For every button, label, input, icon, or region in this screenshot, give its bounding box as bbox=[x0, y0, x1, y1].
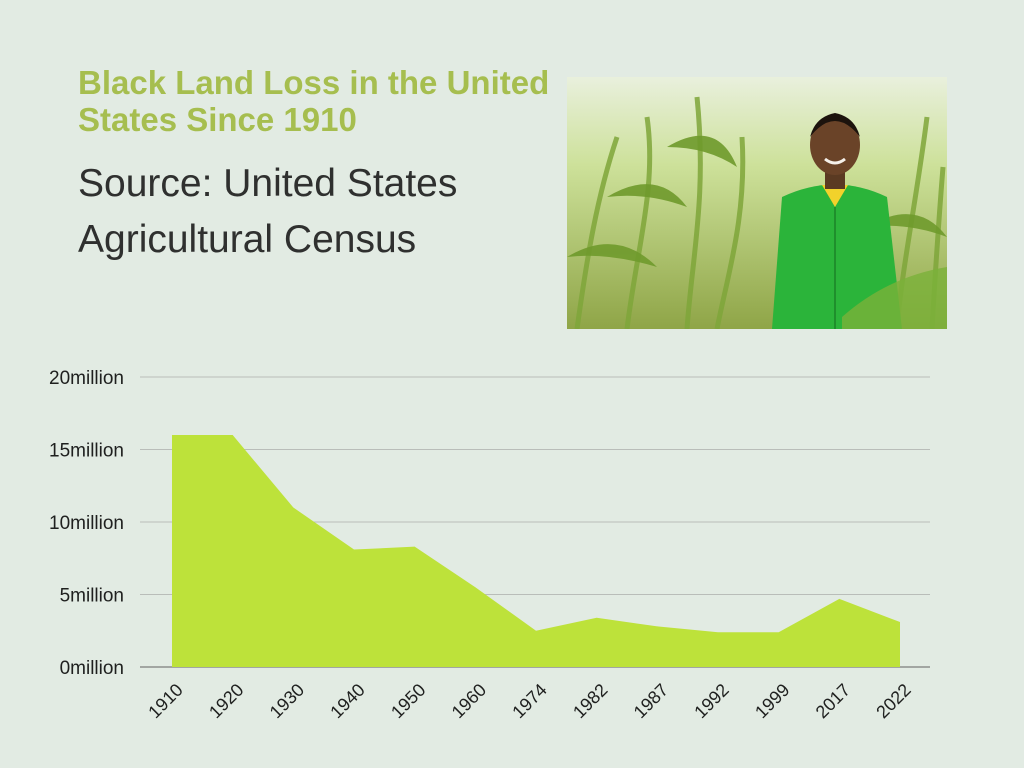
farmer-photo bbox=[567, 77, 947, 329]
x-tick-label: 1974 bbox=[508, 680, 550, 722]
x-tick-label: 2022 bbox=[872, 680, 914, 722]
y-tick-label: 5million bbox=[60, 586, 124, 607]
x-tick-label: 1950 bbox=[387, 680, 429, 722]
x-tick-label: 2017 bbox=[812, 680, 854, 722]
y-tick-label: 0million bbox=[60, 658, 124, 679]
area-series bbox=[172, 435, 900, 667]
x-tick-label: 1992 bbox=[690, 680, 732, 722]
y-tick-label: 20million bbox=[49, 368, 124, 389]
x-tick-label: 1987 bbox=[630, 680, 672, 722]
source-subtitle: Source: United States Agricultural Censu… bbox=[78, 162, 458, 261]
x-tick-label: 1982 bbox=[569, 680, 611, 722]
x-tick-label: 1999 bbox=[751, 680, 793, 722]
chart-title: Black Land Loss in the United States Sin… bbox=[78, 64, 550, 138]
y-tick-label: 15million bbox=[49, 441, 124, 462]
x-tick-label: 1930 bbox=[266, 680, 308, 722]
x-tick-label: 1920 bbox=[205, 680, 247, 722]
y-tick-label: 10million bbox=[49, 513, 124, 534]
area-chart: 0million 5million 10million 15million 20mill… bbox=[49, 368, 930, 722]
x-tick-label: 1910 bbox=[144, 680, 186, 722]
x-tick-label: 1940 bbox=[326, 680, 368, 722]
x-tick-label: 1960 bbox=[448, 680, 490, 722]
